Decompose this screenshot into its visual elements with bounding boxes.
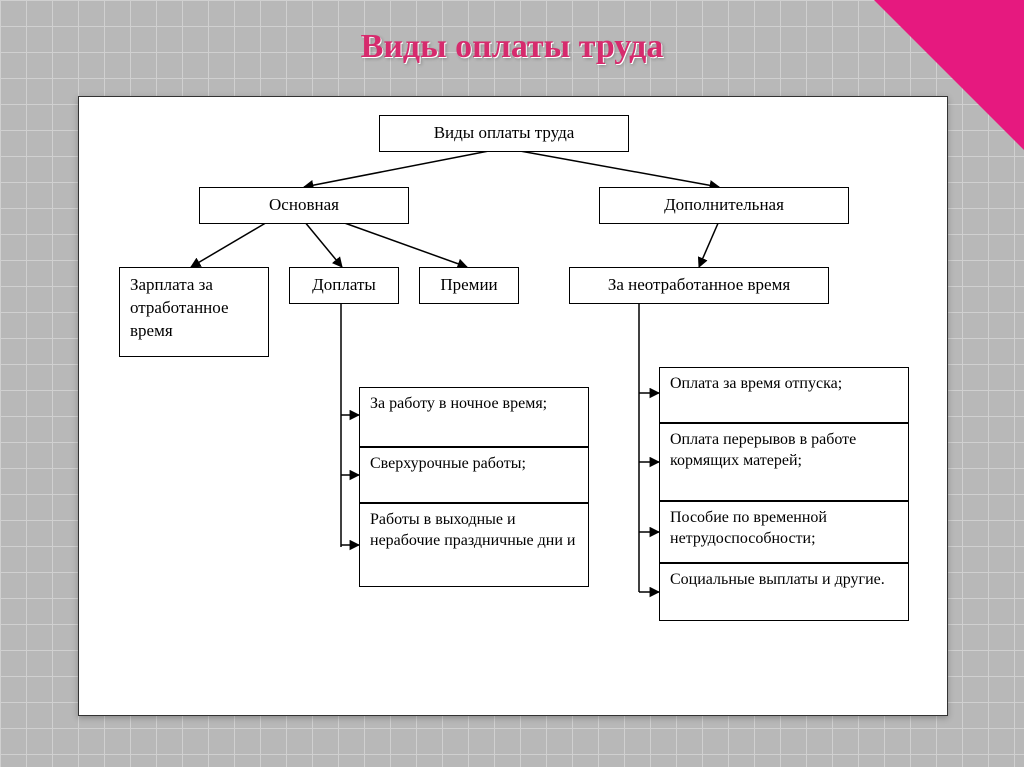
untime-item-3: Социальные выплаты и другие. <box>659 563 909 621</box>
node-bonus: Премии <box>419 267 519 304</box>
diagram-canvas: Виды оплаты труда Основная Дополнительная З… <box>78 96 948 716</box>
addpay-item-2: Работы в выходные и нерабочие праздничны… <box>359 503 589 587</box>
untime-item-0: Оплата за время отпуска; <box>659 367 909 423</box>
untime-item-2: Пособие по временной нетрудоспособности; <box>659 501 909 563</box>
node-main: Основная <box>199 187 409 224</box>
node-root: Виды оплаты труда <box>379 115 629 152</box>
node-extra: Дополнительная <box>599 187 849 224</box>
slide-title: Виды оплаты труда <box>0 0 1024 66</box>
node-salary: Зарплата за отработанное время <box>119 267 269 357</box>
addpay-item-1: Сверхурочные работы; <box>359 447 589 503</box>
node-untime: За неотработанное время <box>569 267 829 304</box>
addpay-item-0: За работу в ночное время; <box>359 387 589 447</box>
untime-item-1: Оплата перерывов в работе кормящих матер… <box>659 423 909 501</box>
node-addpay: Доплаты <box>289 267 399 304</box>
